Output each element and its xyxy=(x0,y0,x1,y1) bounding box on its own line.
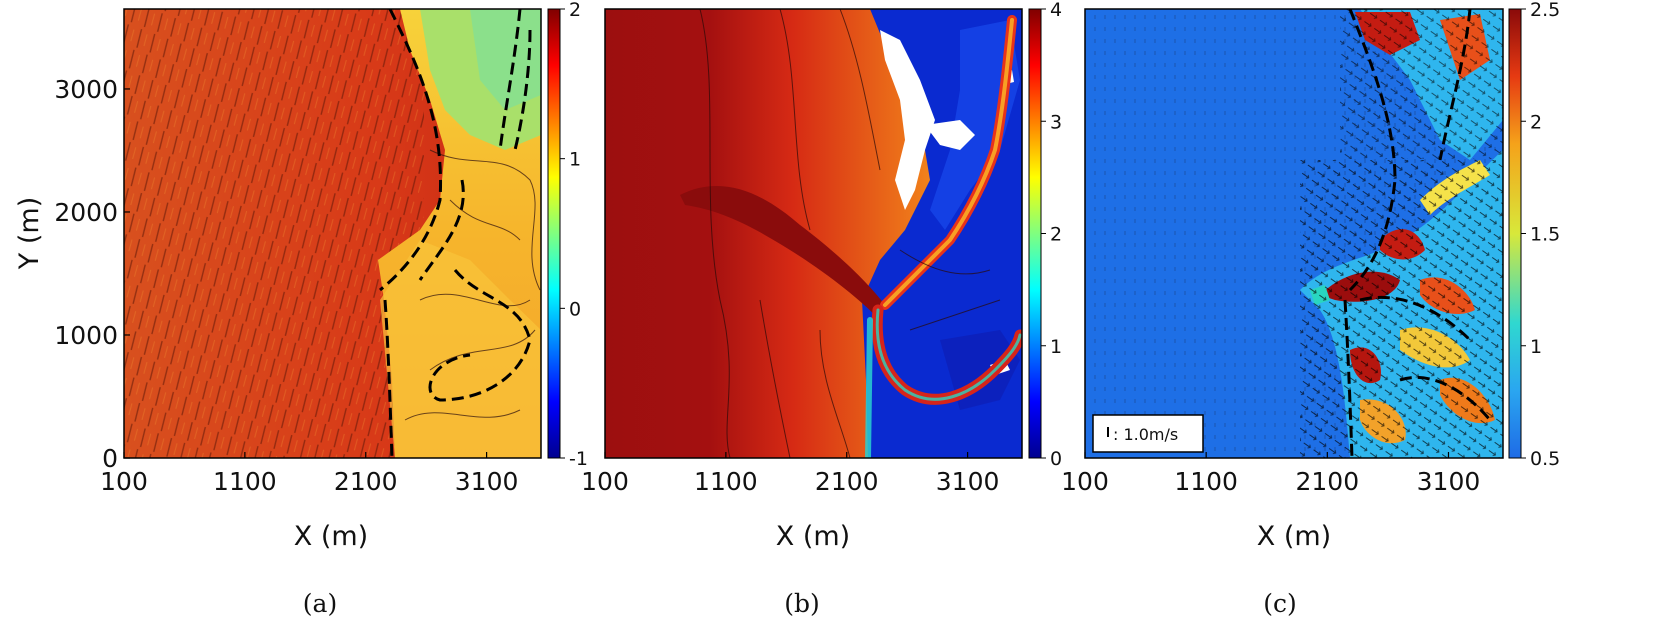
x-tick-label: 2100 xyxy=(334,467,398,496)
x-tick-label: 1100 xyxy=(694,467,758,496)
y-tick-label: 1000 xyxy=(54,321,118,350)
panel-a-ylabel: Y (m) xyxy=(14,197,45,270)
panel-b-caption: (b) xyxy=(784,589,820,618)
panel-c-frame xyxy=(1084,8,1504,459)
panel-c-colorbar xyxy=(1508,8,1522,459)
x-tick-label: 2100 xyxy=(815,467,879,496)
x-tick-label: 100 xyxy=(100,467,148,496)
panel-b-colorbar-ticks: 0 1 2 3 4 xyxy=(1041,0,1062,470)
x-tick-label: 100 xyxy=(1061,467,1109,496)
colorbar-tick-label: 0 xyxy=(569,298,581,320)
panel-a-colorbar-ticks: -1 0 1 2 xyxy=(560,0,588,470)
panel-b-field xyxy=(605,9,1022,458)
colorbar-tick-label: 1 xyxy=(1530,336,1542,358)
panel-a-caption: (a) xyxy=(303,589,337,618)
panel-c-field xyxy=(1085,9,1503,458)
y-tick-label: 2000 xyxy=(54,198,118,227)
colorbar-tick-label: 3 xyxy=(1050,111,1062,133)
x-tick-label: 2100 xyxy=(1296,467,1360,496)
colorbar-tick-label: 0.5 xyxy=(1530,448,1560,470)
panel-c-colorbar-ticks: 0.5 1 1.5 2 2.5 xyxy=(1521,0,1560,470)
colorbar-tick-label: -1 xyxy=(569,448,588,470)
x-tick-label: 3100 xyxy=(936,467,1000,496)
panel-c-vector-legend: : 1.0m/s xyxy=(1092,414,1204,453)
panel-c-xlabel: X (m) xyxy=(1257,521,1331,552)
colorbar-tick-label: 2 xyxy=(1530,111,1542,133)
panel-a-xlabel: X (m) xyxy=(294,521,368,552)
panel-b-heatmap: 100 1100 2100 3100 X (m) 0 1 2 3 4 (b) xyxy=(581,0,1062,618)
panel-b-frame xyxy=(604,8,1023,459)
panel-a-x-ticks: 100 1100 2100 3100 xyxy=(100,452,518,496)
colorbar-tick-label: 1 xyxy=(1050,336,1062,358)
vector-scale-label: : 1.0m/s xyxy=(1113,425,1178,444)
panel-a-frame xyxy=(123,8,542,459)
x-tick-label: 1100 xyxy=(213,467,277,496)
y-tick-label: 0 xyxy=(102,444,118,473)
panel-a-field xyxy=(124,9,541,458)
panel-c-caption: (c) xyxy=(1263,589,1297,618)
panel-c-heatmap: : 1.0m/s 100 1100 2100 3100 X (m) 0.5 1 1.5 2 2… xyxy=(1061,0,1560,618)
panel-b-colorbar xyxy=(1028,8,1042,459)
colorbar-tick-label: 1.5 xyxy=(1530,224,1560,246)
y-tick-label: 3000 xyxy=(54,75,118,104)
colorbar-tick-label: 0 xyxy=(1050,448,1062,470)
panel-a-y-ticks: 0 1000 2000 3000 xyxy=(54,75,130,473)
panel-b-x-ticks: 100 1100 2100 3100 xyxy=(581,452,999,496)
x-tick-label: 100 xyxy=(581,467,629,496)
panel-a-heatmap: 100 1100 2100 3100 0 1000 2000 3000 X (m) Y (m… xyxy=(14,0,588,618)
panel-b-xlabel: X (m) xyxy=(776,521,850,552)
colorbar-tick-label: 4 xyxy=(1050,0,1062,21)
colorbar-tick-label: 2.5 xyxy=(1530,0,1560,21)
panel-a-colorbar xyxy=(547,8,561,459)
colorbar-tick-label: 2 xyxy=(569,0,581,21)
colorbar-tick-label: 1 xyxy=(569,149,581,171)
x-tick-label: 1100 xyxy=(1174,467,1238,496)
colorbar-tick-label: 2 xyxy=(1050,224,1062,246)
x-tick-label: 3100 xyxy=(1417,467,1481,496)
panel-c-x-ticks: 100 1100 2100 3100 xyxy=(1061,452,1480,496)
x-tick-label: 3100 xyxy=(455,467,519,496)
